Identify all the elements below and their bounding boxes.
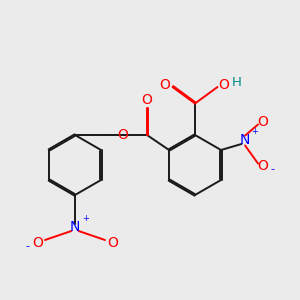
Text: O: O [258,115,268,128]
Text: H: H [232,76,242,89]
Text: O: O [118,128,128,142]
Text: N: N [70,220,80,234]
Text: O: O [142,94,152,107]
Text: N: N [240,134,250,147]
Text: O: O [219,78,230,92]
Text: O: O [160,78,170,92]
Text: -: - [270,164,274,175]
Text: O: O [107,236,118,250]
Text: O: O [32,236,43,250]
Text: -: - [26,241,30,251]
Text: O: O [258,160,268,173]
Text: +: + [252,127,258,136]
Text: +: + [82,214,89,223]
